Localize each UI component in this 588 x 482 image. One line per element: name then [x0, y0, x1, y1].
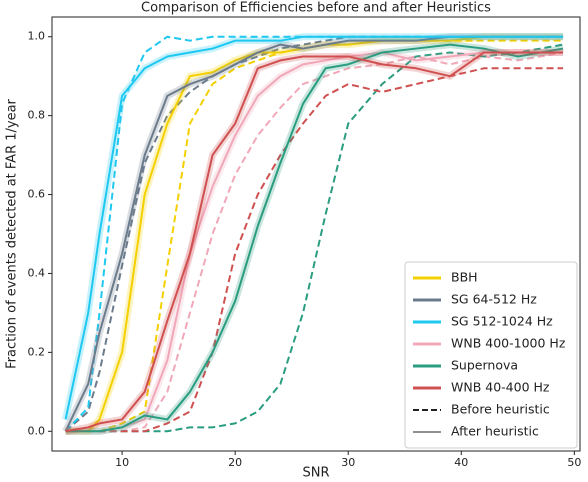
plot-frame — [51, 16, 581, 452]
series-line-after — [65, 51, 564, 433]
legend-label: Supernova — [451, 358, 518, 373]
legend-label: WNB 40-400 Hz — [451, 380, 550, 395]
legend-label: WNB 400-1000 Hz — [451, 336, 566, 351]
y-axis-label: Fraction of events detected at FAR 1/yea… — [5, 98, 20, 368]
x-tick-label: 50 — [567, 456, 581, 469]
y-tick-label: 0.4 — [28, 266, 46, 279]
x-tick-label: 40 — [454, 456, 468, 469]
x-axis-label: SNR — [302, 466, 329, 481]
x-tick-label: 20 — [228, 456, 242, 469]
y-tick-label: 0.2 — [28, 345, 46, 358]
y-tick-label: 1.0 — [28, 30, 46, 43]
y-tick-label: 0.8 — [28, 109, 46, 122]
legend-label: BBH — [451, 270, 478, 285]
series-line-after — [65, 35, 564, 433]
x-tick-label: 10 — [115, 456, 129, 469]
legend: BBH SG 64-512 Hz SG 512-1024 Hz WNB 400-100… — [404, 261, 578, 449]
y-tick-label: 0.6 — [28, 188, 46, 201]
legend-label: SG 512-1024 Hz — [451, 314, 553, 329]
legend-label: SG 64-512 Hz — [451, 292, 537, 307]
legend-label: Before heuristic — [451, 402, 550, 417]
y-tick-label: 0.0 — [28, 424, 46, 437]
series-line-before — [65, 67, 564, 433]
legend-box — [404, 261, 578, 449]
chart-title: Comparison of Efficiencies before and af… — [141, 1, 491, 16]
series-line-after — [64, 35, 564, 420]
series-line-after — [65, 43, 564, 433]
legend-label: After heuristic — [451, 424, 539, 439]
plot-area — [62, 33, 564, 435]
x-tick-label: 30 — [341, 456, 355, 469]
